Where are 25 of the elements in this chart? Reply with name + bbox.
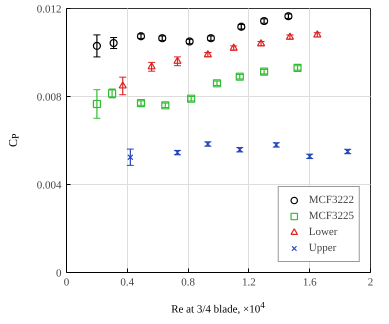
x-tick-label: 1.2: [242, 276, 256, 288]
legend-label: MCF3222: [308, 193, 354, 208]
y-tick-label: 0.008: [36, 92, 62, 104]
legend-label: Upper: [308, 241, 336, 256]
point: [110, 38, 118, 48]
point: [230, 43, 238, 51]
point: [148, 62, 156, 70]
point: [127, 154, 134, 160]
x-tick-label: 2: [368, 276, 374, 288]
point: [92, 42, 101, 50]
x-tick-label: 0.8: [181, 276, 196, 288]
legend-label: MCF3225: [308, 209, 354, 224]
point: [286, 32, 294, 40]
point: [118, 81, 127, 89]
x-tick-label: 0: [64, 276, 70, 288]
legend-label: Lower: [308, 225, 338, 240]
point: [92, 100, 101, 108]
x-axis-title: Re at 3/4 blade, ×10$^{4}$: [171, 299, 265, 318]
x-tick-label: 0.4: [120, 276, 135, 288]
y-tick-label: 0.004: [36, 180, 62, 192]
point: [313, 30, 322, 38]
point: [173, 56, 182, 64]
x-tick-label: 1.6: [302, 276, 318, 288]
y-tick-label: 0: [56, 268, 62, 280]
y-tick-label: 0.012: [36, 4, 62, 16]
